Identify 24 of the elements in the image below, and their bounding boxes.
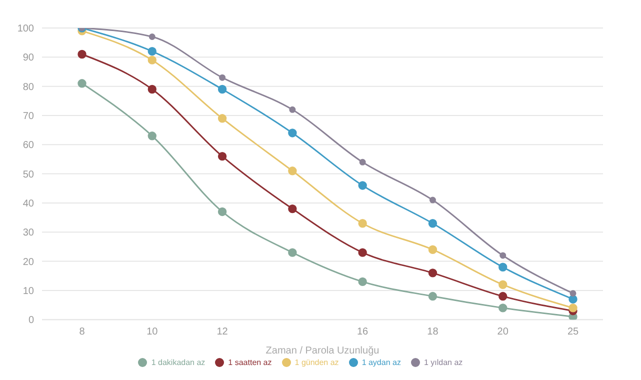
x-axis-title: Zaman / Parola Uzunluğu	[266, 346, 380, 357]
x-tick-label: 25	[567, 326, 579, 338]
y-tick-label: 10	[22, 286, 34, 297]
y-tick-label: 90	[22, 52, 34, 64]
y-tick-label: 40	[22, 198, 34, 210]
y-tick-label: 0	[28, 315, 34, 326]
y-tick-label: 80	[22, 82, 34, 93]
y-tick-label: 100	[17, 24, 34, 35]
y-tick-label: 30	[22, 228, 34, 239]
x-tick-label: 16	[357, 326, 369, 338]
legend-label: 1 günden az	[294, 358, 339, 367]
y-tick-label: 70	[22, 111, 34, 122]
x-tick-label: 12	[216, 326, 228, 338]
y-tick-label: 20	[22, 256, 34, 268]
x-tick-label: 18	[427, 326, 439, 338]
legend-label: 1 dakikadan az	[151, 358, 206, 367]
x-tick-label: 20	[497, 326, 509, 338]
legend-label: 1 aydan az	[362, 358, 401, 367]
x-tick-label: 10	[146, 326, 158, 338]
x-tick-label: 8	[79, 326, 86, 338]
y-tick-label: 60	[22, 140, 34, 152]
legend-label: 1 saatten az	[228, 358, 272, 367]
y-tick-label: 50	[22, 169, 34, 180]
legend-label: 1 yıldan az	[424, 358, 463, 367]
